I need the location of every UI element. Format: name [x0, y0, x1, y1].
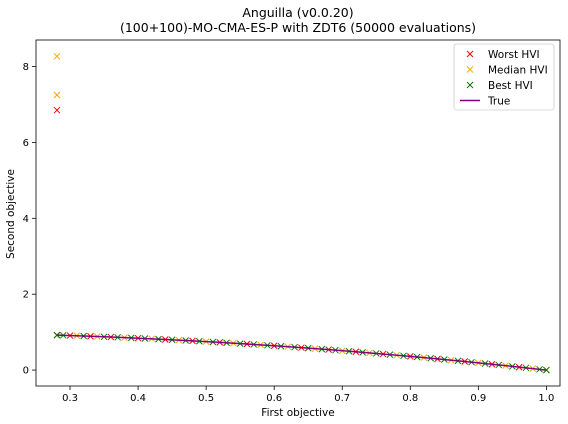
x-tick-label: 0.9: [470, 393, 486, 404]
legend-handle-worst-hvi: [466, 50, 474, 58]
x-tick-label: 0.8: [402, 393, 418, 404]
x-axis-label: First objective: [261, 407, 334, 419]
legend-item-worst-hvi: Worst HVI: [466, 49, 540, 61]
x-axis-ticks: 0.3 0.4 0.5 0.6 0.7 0.8 0.9 1.0: [62, 386, 554, 404]
legend-label-median-hvi: Median HVI: [488, 64, 548, 76]
y-tick-label: 8: [23, 62, 29, 73]
legend-handle-best-hvi: [466, 81, 474, 89]
y-tick-label: 0: [23, 366, 29, 377]
legend-box: [453, 43, 555, 111]
plot-series-layer: [53, 52, 550, 374]
x-tick-label: 0.4: [130, 393, 146, 404]
x-tick-label: 0.7: [334, 393, 350, 404]
chart-title-line-1: Anguilla (v0.0.20): [242, 5, 353, 20]
legend-label-true: True: [487, 95, 510, 107]
axes-frame: [35, 39, 561, 387]
legend-item-median-hvi: Median HVI: [466, 64, 548, 76]
y-tick-label: 6: [23, 138, 29, 149]
legend: Worst HVI Median HVI Best HVI True: [453, 43, 555, 111]
x-tick-label: 0.3: [62, 393, 78, 404]
y-axis-label: Second objective: [5, 169, 17, 259]
x-tick-label: 1.0: [538, 393, 554, 404]
x-tick-label: 0.5: [198, 393, 214, 404]
legend-item-best-hvi: Best HVI: [466, 80, 533, 92]
y-tick-label: 4: [23, 214, 29, 225]
y-tick-label: 2: [23, 290, 29, 301]
legend-item-true: True: [460, 95, 510, 107]
legend-label-worst-hvi: Worst HVI: [488, 49, 540, 61]
chart-title-line-2: (100+100)-MO-CMA-ES-P with ZDT6 (50000 e…: [120, 20, 476, 35]
point-worst-hvi: [53, 106, 61, 114]
legend-label-best-hvi: Best HVI: [488, 80, 533, 92]
y-axis-ticks: 0 2 4 6 8: [23, 62, 36, 377]
x-tick-label: 0.6: [266, 393, 282, 404]
point-median-hvi: [53, 52, 61, 60]
series-line-true: [56, 334, 547, 371]
point-median-hvi: [53, 91, 61, 99]
legend-handle-median-hvi: [466, 66, 474, 73]
